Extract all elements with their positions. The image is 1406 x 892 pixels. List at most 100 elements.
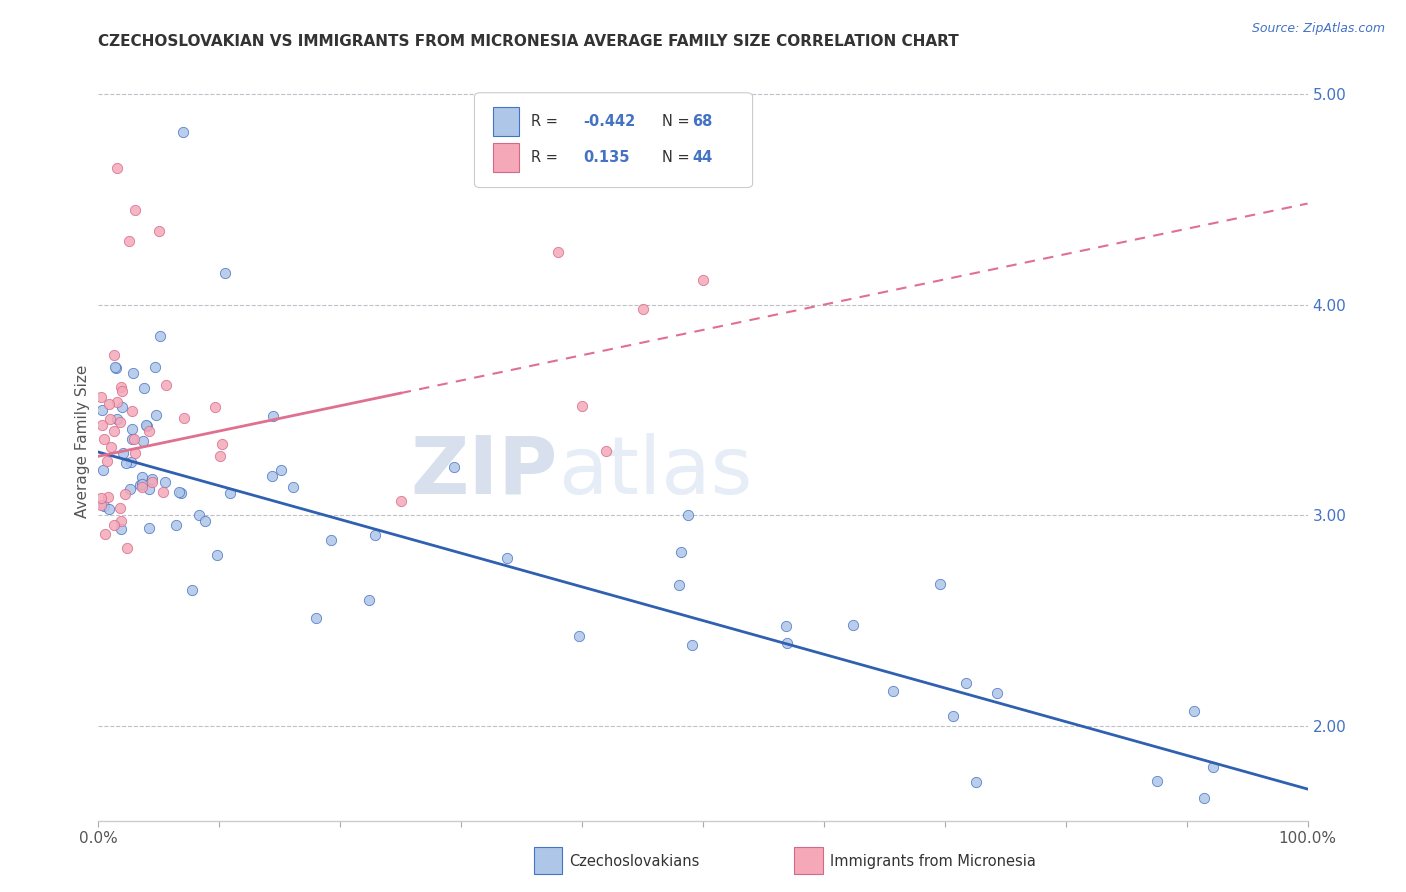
Point bbox=[117, 541, 139, 555]
Text: R =: R = bbox=[531, 150, 562, 165]
Point bbox=[986, 686, 1008, 700]
Text: Immigrants from Micronesia: Immigrants from Micronesia bbox=[830, 855, 1035, 869]
Point bbox=[194, 515, 217, 529]
Point bbox=[122, 367, 145, 381]
Point bbox=[98, 412, 121, 426]
Point bbox=[111, 384, 134, 399]
Point bbox=[108, 501, 131, 516]
Point bbox=[138, 482, 160, 496]
Point bbox=[108, 415, 131, 429]
Y-axis label: Average Family Size: Average Family Size bbox=[75, 365, 90, 518]
Point bbox=[172, 125, 194, 139]
Point bbox=[631, 301, 654, 316]
Text: R =: R = bbox=[531, 114, 562, 129]
Point bbox=[692, 273, 714, 287]
Point bbox=[105, 395, 128, 409]
Point bbox=[443, 460, 465, 475]
Point bbox=[134, 418, 156, 433]
Point bbox=[149, 329, 172, 343]
Point bbox=[965, 774, 987, 789]
Point bbox=[111, 401, 134, 415]
Point bbox=[103, 518, 125, 533]
Point bbox=[567, 629, 589, 643]
Point bbox=[942, 708, 965, 723]
Point bbox=[262, 469, 284, 483]
Point bbox=[204, 400, 226, 414]
Point bbox=[188, 508, 211, 522]
Point bbox=[955, 676, 977, 690]
Point bbox=[93, 499, 115, 513]
Point bbox=[170, 485, 193, 500]
Point bbox=[138, 521, 160, 535]
Point bbox=[103, 425, 125, 439]
Point bbox=[668, 578, 690, 592]
Point bbox=[152, 485, 174, 500]
Text: -0.442: -0.442 bbox=[583, 114, 636, 129]
Point bbox=[219, 486, 242, 500]
Point bbox=[842, 617, 865, 632]
Point bbox=[131, 470, 153, 484]
Point bbox=[205, 548, 228, 562]
Point bbox=[110, 514, 132, 528]
Point bbox=[141, 475, 163, 489]
Point bbox=[145, 409, 167, 423]
Point bbox=[97, 490, 120, 504]
Point bbox=[97, 396, 120, 410]
Point bbox=[124, 446, 146, 460]
Point bbox=[389, 494, 412, 508]
Point bbox=[143, 360, 166, 375]
Point bbox=[1192, 791, 1215, 805]
Point bbox=[1182, 704, 1205, 718]
Point bbox=[131, 479, 153, 493]
Point bbox=[547, 244, 569, 259]
Point bbox=[262, 409, 284, 423]
Point bbox=[270, 462, 292, 476]
Point bbox=[364, 528, 387, 542]
Point bbox=[97, 502, 120, 516]
Point bbox=[1202, 760, 1225, 774]
Point bbox=[118, 482, 141, 496]
Point bbox=[776, 635, 799, 649]
Point bbox=[131, 477, 153, 491]
Point bbox=[678, 508, 700, 523]
Point bbox=[104, 361, 127, 376]
Text: 0.135: 0.135 bbox=[583, 150, 630, 165]
Text: ZIP: ZIP bbox=[411, 433, 558, 511]
FancyBboxPatch shape bbox=[492, 143, 519, 171]
Point bbox=[134, 381, 156, 395]
Point bbox=[136, 419, 159, 434]
Point bbox=[124, 202, 146, 217]
Point bbox=[882, 683, 904, 698]
Point bbox=[90, 390, 112, 404]
Point bbox=[1146, 773, 1168, 788]
Text: 44: 44 bbox=[692, 150, 713, 165]
Point bbox=[496, 551, 519, 566]
Text: N =: N = bbox=[662, 114, 695, 129]
Point bbox=[321, 533, 343, 547]
Point bbox=[180, 583, 202, 598]
Point bbox=[929, 576, 952, 591]
Point bbox=[121, 422, 143, 436]
Point bbox=[114, 456, 136, 470]
Text: N =: N = bbox=[662, 150, 695, 165]
Text: atlas: atlas bbox=[558, 433, 752, 511]
Point bbox=[281, 480, 304, 494]
Point bbox=[173, 411, 195, 425]
Point bbox=[103, 348, 125, 362]
Point bbox=[121, 403, 143, 417]
Point bbox=[122, 432, 145, 446]
Point bbox=[681, 638, 703, 652]
Point bbox=[138, 424, 160, 438]
Point bbox=[141, 472, 163, 486]
Point bbox=[96, 454, 118, 468]
Point bbox=[100, 441, 122, 455]
Point bbox=[669, 545, 692, 559]
Point bbox=[305, 610, 328, 624]
Point bbox=[91, 402, 114, 417]
Point bbox=[571, 399, 593, 413]
Point bbox=[775, 619, 797, 633]
Point bbox=[129, 478, 152, 492]
FancyBboxPatch shape bbox=[474, 93, 752, 187]
Text: Source: ZipAtlas.com: Source: ZipAtlas.com bbox=[1251, 22, 1385, 36]
Point bbox=[595, 443, 617, 458]
